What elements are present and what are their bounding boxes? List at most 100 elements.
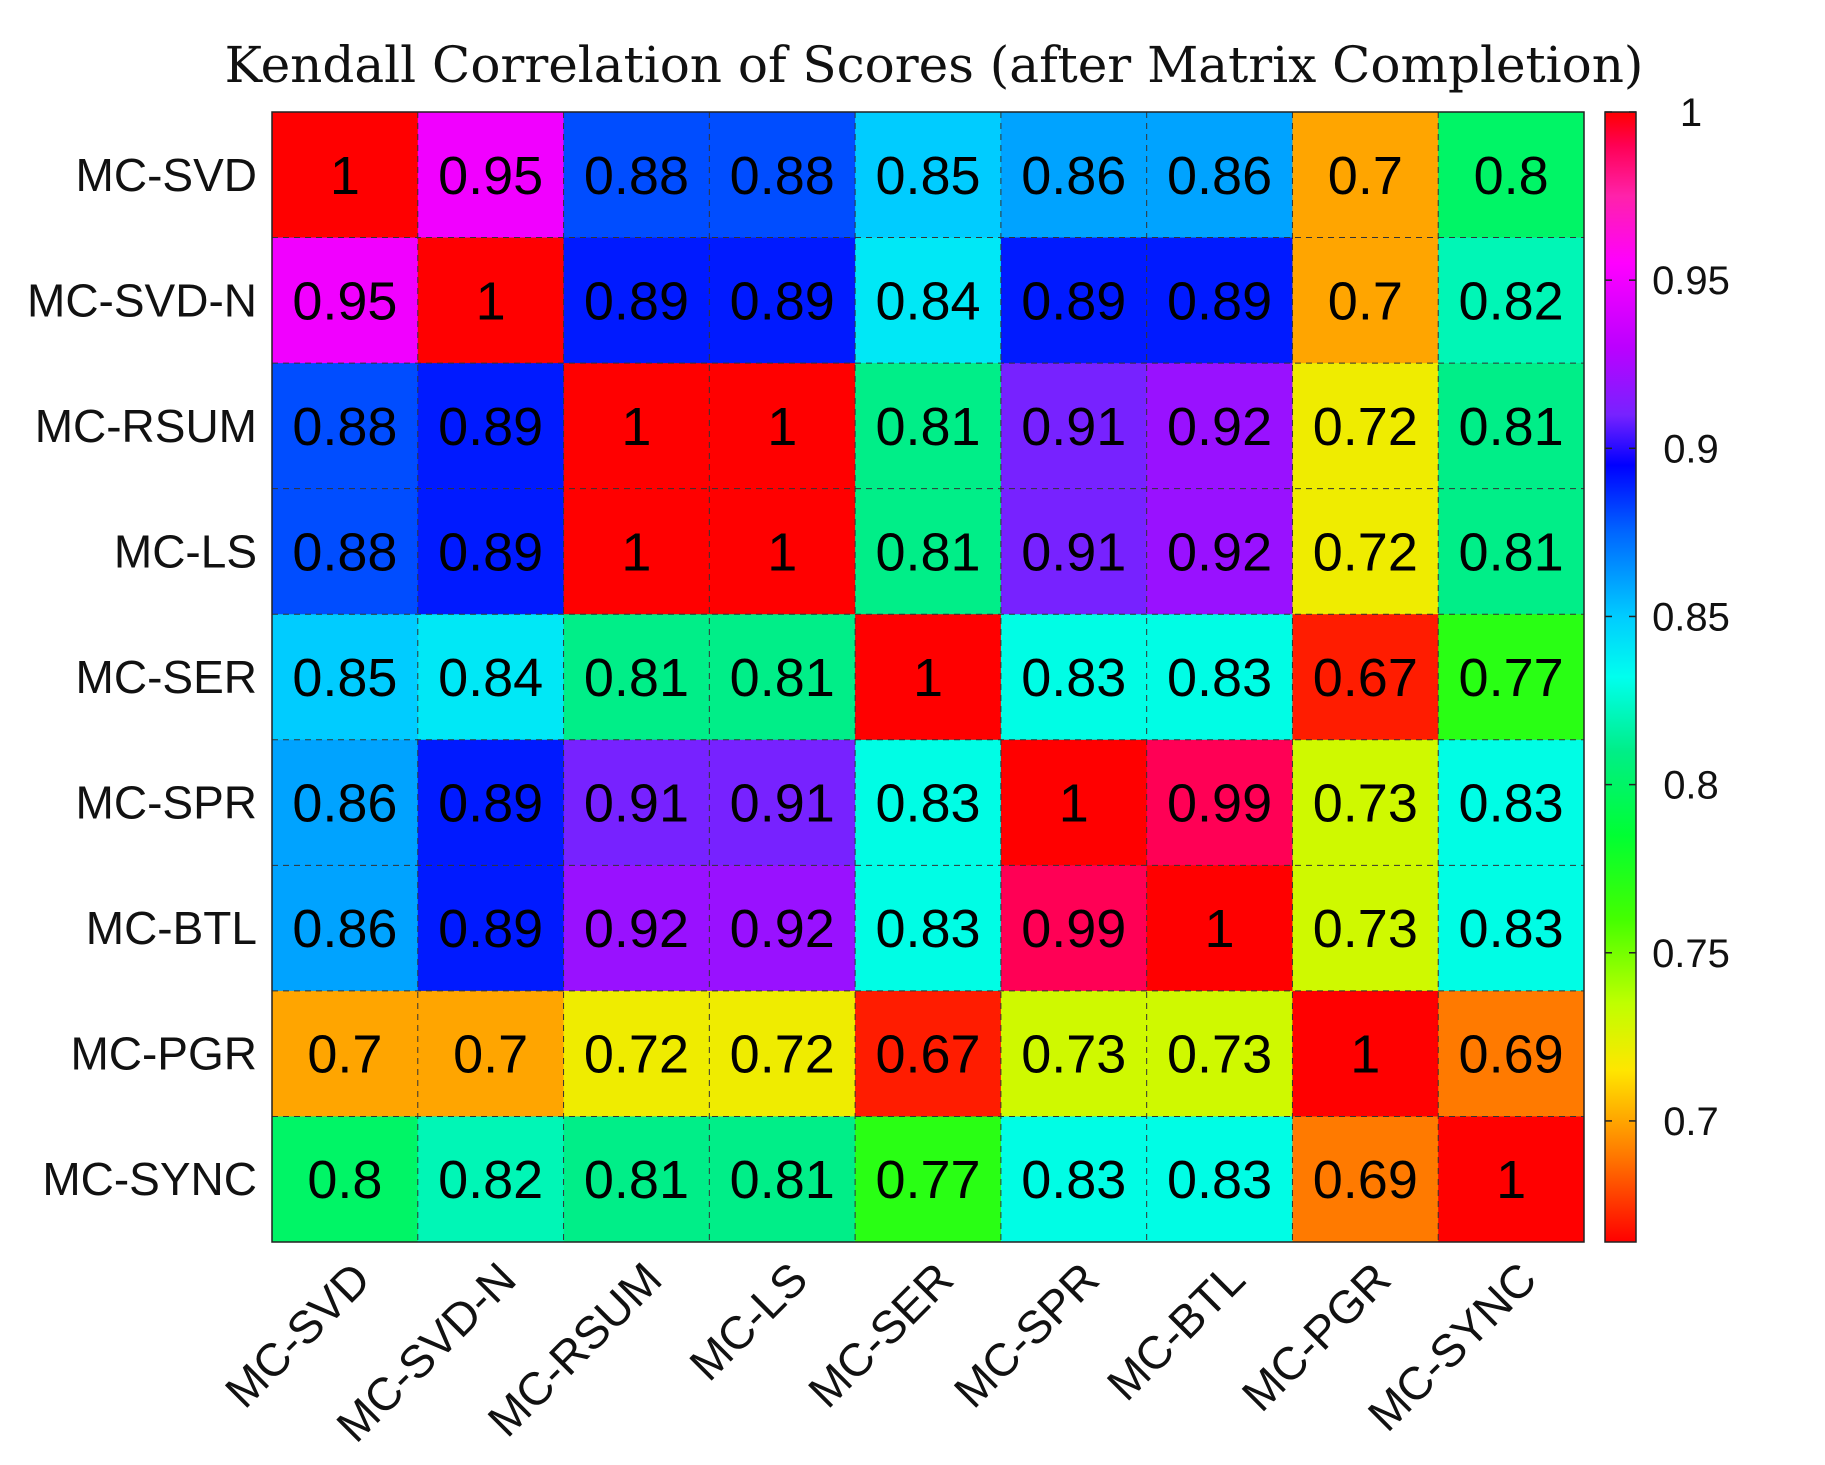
heatmap-cell <box>1146 488 1293 615</box>
cell-value-label: 0.91 <box>1021 397 1126 457</box>
heatmap-cell <box>709 363 856 490</box>
cell-value-label: 0.83 <box>1021 648 1126 708</box>
cell-value-label: 0.91 <box>584 774 689 834</box>
heatmap-cell <box>1000 865 1148 992</box>
colorbar-tick-label: 1 <box>1680 91 1702 135</box>
cell-value-label: 0.99 <box>1021 899 1126 959</box>
cell-value-label: 0.86 <box>1167 146 1272 206</box>
heatmap-cell <box>855 865 1002 992</box>
cell-value-label: 0.89 <box>438 522 543 582</box>
heatmap-cell <box>1292 739 1439 866</box>
cell-value-label: 1 <box>913 648 943 708</box>
cell-value-label: 0.81 <box>730 1150 835 1210</box>
cell-value-label: 0.67 <box>875 1025 980 1085</box>
cell-value-label: 0.89 <box>1021 271 1126 331</box>
heatmap-cell <box>855 363 1002 490</box>
cell-value-label: 0.83 <box>875 899 980 959</box>
heatmap-cell <box>1146 237 1293 364</box>
cell-value-label: 0.72 <box>584 1025 689 1085</box>
heatmap-cell <box>417 614 565 741</box>
heatmap-cell <box>272 614 419 741</box>
heatmap-cell <box>417 112 565 239</box>
colorbar-tick-label: 0.75 <box>1652 932 1730 976</box>
heatmap-cell <box>1292 237 1439 364</box>
cell-value-label: 0.72 <box>730 1025 835 1085</box>
heatmap-cell <box>272 363 419 490</box>
cell-value-label: 0.89 <box>584 271 689 331</box>
cell-value-label: 1 <box>1496 1150 1526 1210</box>
cell-value-label: 0.83 <box>1459 774 1564 834</box>
row-tick-label: MC-SPR <box>76 777 257 829</box>
cell-value-label: 0.88 <box>730 146 835 206</box>
cell-value-label: 0.73 <box>1021 1025 1126 1085</box>
heatmap-cell <box>709 865 856 992</box>
cell-value-label: 0.81 <box>584 1150 689 1210</box>
cell-value-label: 0.89 <box>1167 271 1272 331</box>
column-tick-label: MC-SPR <box>944 1252 1109 1417</box>
cell-value-label: 0.81 <box>875 522 980 582</box>
heatmap-cell <box>1000 1116 1148 1243</box>
cell-value-label: 0.69 <box>1459 1025 1564 1085</box>
heatmap-cell <box>1292 865 1439 992</box>
heatmap-cell <box>1000 112 1148 239</box>
heatmap-cells: 1 0.95 0.88 0.88 0.85 0.86 0.86 0.7 0.8 0.95 1 0.89… <box>272 112 1585 1243</box>
cell-value-label: 0.88 <box>292 522 397 582</box>
row-tick-label: MC-LS <box>114 525 257 577</box>
heatmap-cell <box>1000 739 1148 866</box>
cell-value-label: 0.88 <box>584 146 689 206</box>
heatmap-cell <box>1292 1116 1439 1243</box>
heatmap-cell <box>1146 1116 1293 1243</box>
heatmap-cell <box>272 990 419 1117</box>
row-labels: MC-SVD MC-SVD-N MC-RSUM MC-LS MC-SER MC-SPR MC… <box>27 149 257 1205</box>
heatmap-cell <box>417 1116 565 1243</box>
heatmap-cell <box>272 112 419 239</box>
heatmap-cell <box>417 488 565 615</box>
heatmap-cell <box>417 739 565 866</box>
heatmap-cell <box>1438 739 1585 866</box>
heatmap-cell <box>1292 990 1439 1117</box>
heatmap-cell <box>1000 363 1148 490</box>
cell-value-label: 0.8 <box>1474 146 1549 206</box>
heatmap-cell <box>709 237 856 364</box>
heatmap-cell <box>855 990 1002 1117</box>
heatmap-cell <box>1438 363 1585 490</box>
heatmap-cell <box>563 865 710 992</box>
row-tick-label: MC-PGR <box>70 1028 257 1080</box>
cell-value-label: 0.8 <box>307 1150 382 1210</box>
chart-title: Kendall Correlation of Scores (after Mat… <box>225 36 1644 94</box>
heatmap-cell <box>855 112 1002 239</box>
heatmap-cell <box>563 1116 710 1243</box>
colorbar-tick-label: 0.85 <box>1652 595 1730 639</box>
heatmap-cell <box>417 990 565 1117</box>
cell-value-label: 0.81 <box>875 397 980 457</box>
cell-value-label: 0.69 <box>1313 1150 1418 1210</box>
heatmap-cell <box>563 363 710 490</box>
heatmap-cell <box>1146 739 1293 866</box>
row-tick-label: MC-SER <box>76 651 257 703</box>
cell-value-label: 0.82 <box>1459 271 1564 331</box>
heatmap-cell <box>272 488 419 615</box>
cell-value-label: 0.81 <box>1459 522 1564 582</box>
heatmap-cell <box>1146 990 1293 1117</box>
cell-value-label: 0.89 <box>438 397 543 457</box>
cell-value-label: 0.83 <box>875 774 980 834</box>
cell-value-label: 0.89 <box>438 774 543 834</box>
cell-value-label: 0.92 <box>730 899 835 959</box>
heatmap-cell <box>1000 237 1148 364</box>
cell-value-label: 0.67 <box>1313 648 1418 708</box>
cell-value-label: 0.91 <box>730 774 835 834</box>
cell-value-label: 0.77 <box>875 1150 980 1210</box>
cell-value-label: 0.81 <box>584 648 689 708</box>
cell-value-label: 0.7 <box>1328 271 1403 331</box>
cell-value-label: 0.91 <box>1021 522 1126 582</box>
colorbar-tick-label: 0.9 <box>1663 427 1719 471</box>
heatmap-gridlines <box>272 112 1584 1242</box>
heatmap-cell <box>1292 488 1439 615</box>
heatmap-cell <box>1146 614 1293 741</box>
heatmap-cell <box>1146 112 1293 239</box>
heatmap-cell <box>563 739 710 866</box>
heatmap-cell <box>417 865 565 992</box>
heatmap-cell <box>1438 990 1585 1117</box>
cell-value-label: 0.86 <box>292 899 397 959</box>
